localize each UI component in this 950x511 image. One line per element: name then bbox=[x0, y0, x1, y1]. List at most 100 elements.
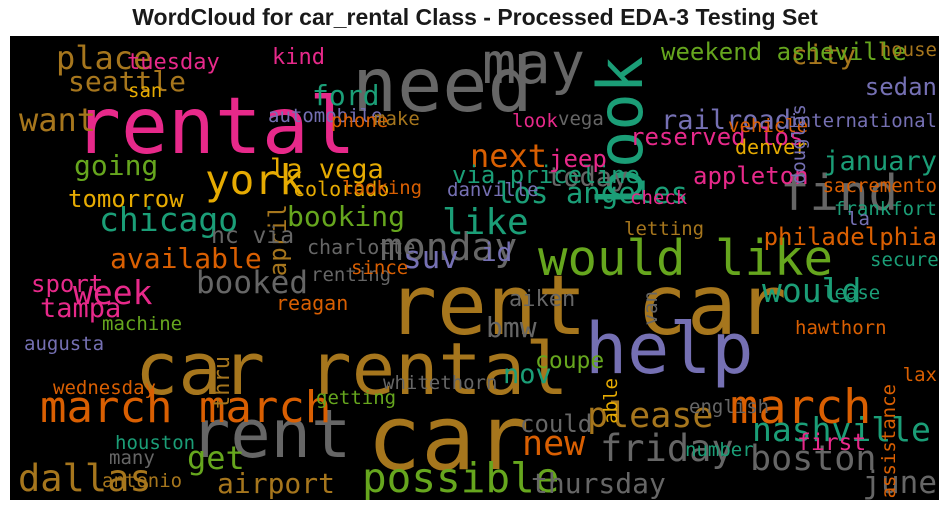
word-assistance: assistance bbox=[878, 383, 900, 498]
word-sedan: sedan bbox=[864, 73, 937, 101]
word-nc-via: nc via bbox=[211, 223, 295, 249]
word-going: going bbox=[74, 149, 159, 182]
word-colorado: colorado bbox=[293, 177, 390, 201]
word-many: many bbox=[109, 447, 155, 469]
word-number: number bbox=[685, 439, 754, 461]
word-id: id bbox=[481, 238, 513, 268]
word-chicago: chicago bbox=[99, 200, 239, 239]
word-getting: getting bbox=[316, 387, 397, 409]
word-city: city bbox=[791, 40, 857, 71]
word-seattle: seattle bbox=[68, 65, 187, 98]
word-english: english bbox=[689, 396, 770, 418]
word-los-angeles: los angeles bbox=[496, 176, 689, 210]
word-suv: suv bbox=[403, 240, 459, 276]
word-june: june bbox=[862, 465, 937, 500]
word-via-priceline: via priceline bbox=[452, 161, 640, 189]
word-phone: phone bbox=[331, 110, 389, 132]
word-van: van bbox=[640, 291, 662, 326]
word-boston: boston bbox=[750, 439, 877, 479]
word-booking: booking bbox=[287, 200, 406, 233]
word-want: want bbox=[19, 101, 97, 139]
word-tomorrow: tomorrow bbox=[68, 185, 184, 213]
word-machine: machine bbox=[102, 313, 183, 335]
word-like: like bbox=[442, 202, 529, 243]
word-railroad: railroad bbox=[661, 105, 792, 136]
word-charlotte: charlotte bbox=[307, 235, 416, 259]
word-nashville: nashville bbox=[752, 410, 931, 449]
word-car-rental: car rental bbox=[135, 327, 569, 411]
word-san: san bbox=[128, 80, 163, 102]
word-wednesday: wednesday bbox=[53, 377, 156, 399]
word-could: could bbox=[520, 410, 593, 438]
word-dallas: dallas bbox=[18, 457, 152, 500]
word-make: make bbox=[374, 108, 420, 130]
word-sport: sport bbox=[31, 270, 104, 298]
word-kind: kind bbox=[272, 45, 325, 70]
word-antonio: antonio bbox=[102, 470, 183, 492]
word-next: next bbox=[470, 137, 548, 175]
word-week: week bbox=[73, 273, 153, 312]
word-monday: monday bbox=[380, 225, 518, 269]
word-booked: booked bbox=[196, 265, 308, 301]
word-would-like: would like bbox=[538, 230, 834, 287]
word-check: check bbox=[630, 187, 688, 209]
word-house: house bbox=[879, 39, 937, 61]
word-vega: vega bbox=[558, 108, 604, 130]
word-car: car bbox=[367, 386, 530, 491]
word-march-march: march march bbox=[40, 382, 332, 433]
word-need: need bbox=[352, 41, 533, 129]
word-march: march bbox=[730, 380, 872, 435]
word-lax: lax bbox=[902, 364, 937, 386]
word-rental: rental bbox=[74, 82, 356, 172]
word-january: january bbox=[823, 146, 937, 177]
word-whitethorn: whitethorn bbox=[383, 372, 498, 394]
word-danville: danville bbox=[447, 179, 539, 201]
word-vehicle: vehicle bbox=[728, 115, 809, 137]
word-friday: friday bbox=[600, 427, 734, 470]
word-thursday: thursday bbox=[531, 467, 666, 500]
word-lease: lease bbox=[823, 282, 881, 304]
word-cloud: car rent car rental need car rental help rent b… bbox=[10, 36, 939, 500]
word-reserved-los: reserved los bbox=[630, 123, 804, 151]
word-possible: possible bbox=[362, 454, 560, 500]
word-first: first bbox=[797, 430, 867, 456]
word-rent-car: rent car bbox=[387, 257, 787, 354]
word-tuesday: tuesday bbox=[127, 50, 220, 75]
word-philadelphia: philadelphia bbox=[763, 223, 937, 251]
word-place: place bbox=[56, 39, 153, 77]
word-nov: nov bbox=[503, 359, 552, 390]
word-coupe: coupe bbox=[535, 348, 605, 374]
word-ford: ford bbox=[312, 79, 380, 112]
word-secure: secure bbox=[870, 249, 939, 271]
word-please: please bbox=[587, 396, 714, 436]
word-houston: houston bbox=[115, 432, 196, 454]
word-airport: airport bbox=[217, 467, 336, 500]
word-york: york bbox=[205, 156, 304, 204]
word-appleton: appleton bbox=[693, 162, 809, 190]
word-today: today bbox=[547, 162, 629, 193]
word-sacremento: sacremento bbox=[822, 175, 937, 197]
word-new: new bbox=[522, 424, 586, 464]
word-automobile: automobile bbox=[268, 105, 383, 127]
word-la-vega: la vega bbox=[270, 154, 384, 185]
word-thru: thru bbox=[210, 356, 235, 409]
word-would: would bbox=[762, 271, 862, 310]
chart-title: WordCloud for car_rental Class - Process… bbox=[132, 4, 818, 30]
word-weekend-asheville: weekend asheville bbox=[661, 38, 907, 66]
word-jeep: jeep bbox=[549, 145, 607, 173]
word-tampa: tampa bbox=[40, 293, 122, 324]
word-letting: letting bbox=[624, 218, 705, 240]
word-la: la bbox=[847, 208, 870, 230]
word-help: help bbox=[585, 308, 754, 390]
word-looking: looking bbox=[342, 177, 423, 199]
word-augusta: augusta bbox=[24, 333, 105, 355]
word-renting: renting bbox=[311, 264, 392, 286]
word-bmw: bmw bbox=[486, 311, 537, 344]
word-look: look bbox=[512, 110, 558, 132]
word-denver: denver bbox=[735, 135, 808, 159]
word-available: available bbox=[110, 242, 262, 275]
word-rent: rent bbox=[190, 395, 352, 473]
word-find: find bbox=[780, 165, 899, 222]
word-reagan: reagan bbox=[276, 291, 349, 315]
word-frankfort: frankfort bbox=[834, 198, 937, 220]
